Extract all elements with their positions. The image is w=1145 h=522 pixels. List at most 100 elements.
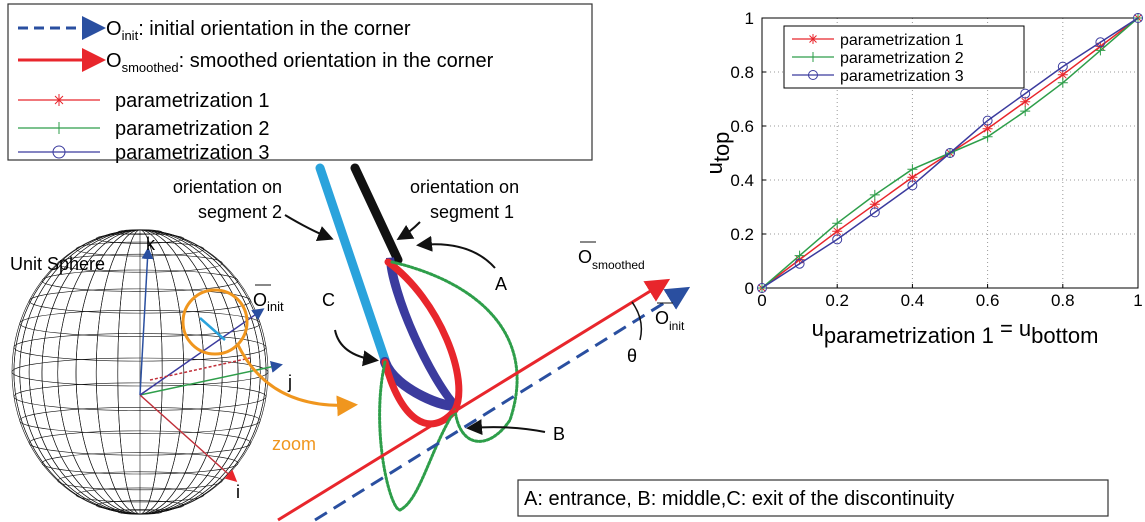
data-point: [982, 115, 993, 126]
data-point: [757, 283, 767, 293]
unit-sphere: [11, 229, 269, 515]
data-point: [1057, 77, 1068, 88]
xlabel-axis-label: uparametrization 1 = ubottom: [812, 316, 1099, 348]
plot-frame: [761, 17, 1139, 289]
legend-marker: [52, 145, 66, 159]
data-point: [869, 189, 880, 200]
sphere-parallel: [57, 471, 223, 491]
legend-entry: parametrization 1: [115, 90, 270, 112]
label-part: u: [702, 162, 727, 174]
sphere-parallel: [57, 253, 223, 273]
label: Oinit: [655, 308, 685, 333]
data-point: [982, 123, 993, 134]
trajectories: [315, 163, 519, 512]
sphere-parallel: [19, 407, 261, 435]
y-tick-label: 0.4: [730, 171, 754, 190]
pointer-arrows: [284, 214, 546, 436]
sphere-parallel: [13, 333, 267, 362]
y-tick-label: 0.8: [730, 63, 754, 82]
data-point: [869, 199, 880, 210]
label: segment 1: [430, 202, 514, 222]
legend-label: parametrization 3: [840, 68, 964, 85]
label: B: [553, 424, 565, 444]
data-point: [832, 218, 843, 229]
series-line: [761, 17, 1139, 289]
chart: 0 0.2 0.4 0.6 0.8 1 0 0.2 0.4 0.6 0.8 1 parametrizat…: [702, 9, 1143, 348]
sphere-parallel: [75, 487, 205, 503]
label-part: u: [812, 316, 824, 341]
x-tick-label: 0.6: [976, 291, 1000, 310]
x-tick-label: 0.2: [825, 291, 849, 310]
x-tick-label: 0.4: [901, 291, 925, 310]
label: j: [287, 372, 292, 392]
legend-entry: Osmoothed: smoothed orientation in the c…: [106, 50, 494, 75]
label: orientation on: [410, 177, 519, 197]
label: Unit Sphere: [10, 254, 105, 274]
label-part: parametrization 1: [824, 323, 994, 348]
ylabel-axis-label: utop: [702, 132, 734, 175]
sphere-parallel: [117, 509, 163, 515]
y-tick-label: 0: [745, 279, 754, 298]
legend-marker: [808, 52, 818, 62]
sphere-parallel: [41, 269, 239, 292]
data-point: [1057, 69, 1068, 80]
label: θ: [627, 346, 637, 366]
data-point: [1057, 61, 1068, 72]
data-point: [832, 234, 843, 245]
data-point: [907, 180, 918, 191]
data-point: [869, 207, 880, 218]
zoom-circle: [181, 288, 249, 356]
label-part: top: [709, 132, 734, 163]
sphere-parallel: [19, 309, 261, 337]
data-point: [982, 131, 993, 142]
x-tick-label: 0.8: [1051, 291, 1075, 310]
data-point: [945, 148, 955, 158]
data-point: [907, 172, 918, 183]
sphere-parallel: [117, 229, 163, 235]
sphere-parallel: [95, 233, 185, 244]
data-point: [1133, 13, 1143, 23]
legend-label: parametrization 2: [840, 50, 964, 67]
label: Oinit: [253, 290, 284, 314]
label: C: [322, 290, 335, 310]
label: k: [146, 234, 156, 254]
o-smoothed-line: [277, 278, 671, 522]
sphere-axes: [139, 247, 283, 483]
data-point: [794, 258, 805, 269]
y-tick-label: 1: [745, 9, 754, 28]
data-point: [832, 226, 843, 237]
label: orientation on: [173, 177, 282, 197]
data-point: [907, 164, 918, 175]
sphere-parallel: [28, 430, 252, 456]
legend-label: parametrization 1: [840, 32, 964, 49]
sphere-parallel: [95, 500, 185, 511]
y-tick-label: 0.2: [730, 225, 754, 244]
caption-box: [517, 479, 1109, 517]
label-part: = u: [994, 316, 1031, 341]
label: A: [495, 274, 507, 294]
data-point: [1020, 88, 1031, 99]
zoom-arrow: [236, 344, 358, 417]
sphere-parallel: [41, 452, 239, 475]
data-point: [1020, 106, 1031, 117]
theta-arc: [631, 301, 643, 341]
legend-marker: [53, 94, 65, 106]
sphere-parallel: [75, 241, 205, 257]
data-point: [1095, 37, 1106, 48]
label: Osmoothed: [578, 247, 645, 272]
caption: A: entrance, B: middle,C: exit of the di…: [524, 488, 954, 510]
legend-entry: parametrization 2: [115, 118, 270, 140]
legend-marker: [808, 70, 818, 80]
label: segment 2: [198, 202, 282, 222]
label: zoom: [272, 434, 316, 454]
sphere-parallel: [28, 288, 252, 314]
label: i: [236, 482, 240, 502]
data-point: [1020, 96, 1031, 107]
label-part: bottom: [1031, 323, 1098, 348]
legend-entry: parametrization 3: [115, 142, 270, 164]
legend-entry: Oinit: initial orientation in the corner: [106, 18, 411, 43]
legend-marker: [53, 122, 65, 134]
legend-marker: [808, 34, 818, 44]
o-init-line: [314, 286, 691, 522]
